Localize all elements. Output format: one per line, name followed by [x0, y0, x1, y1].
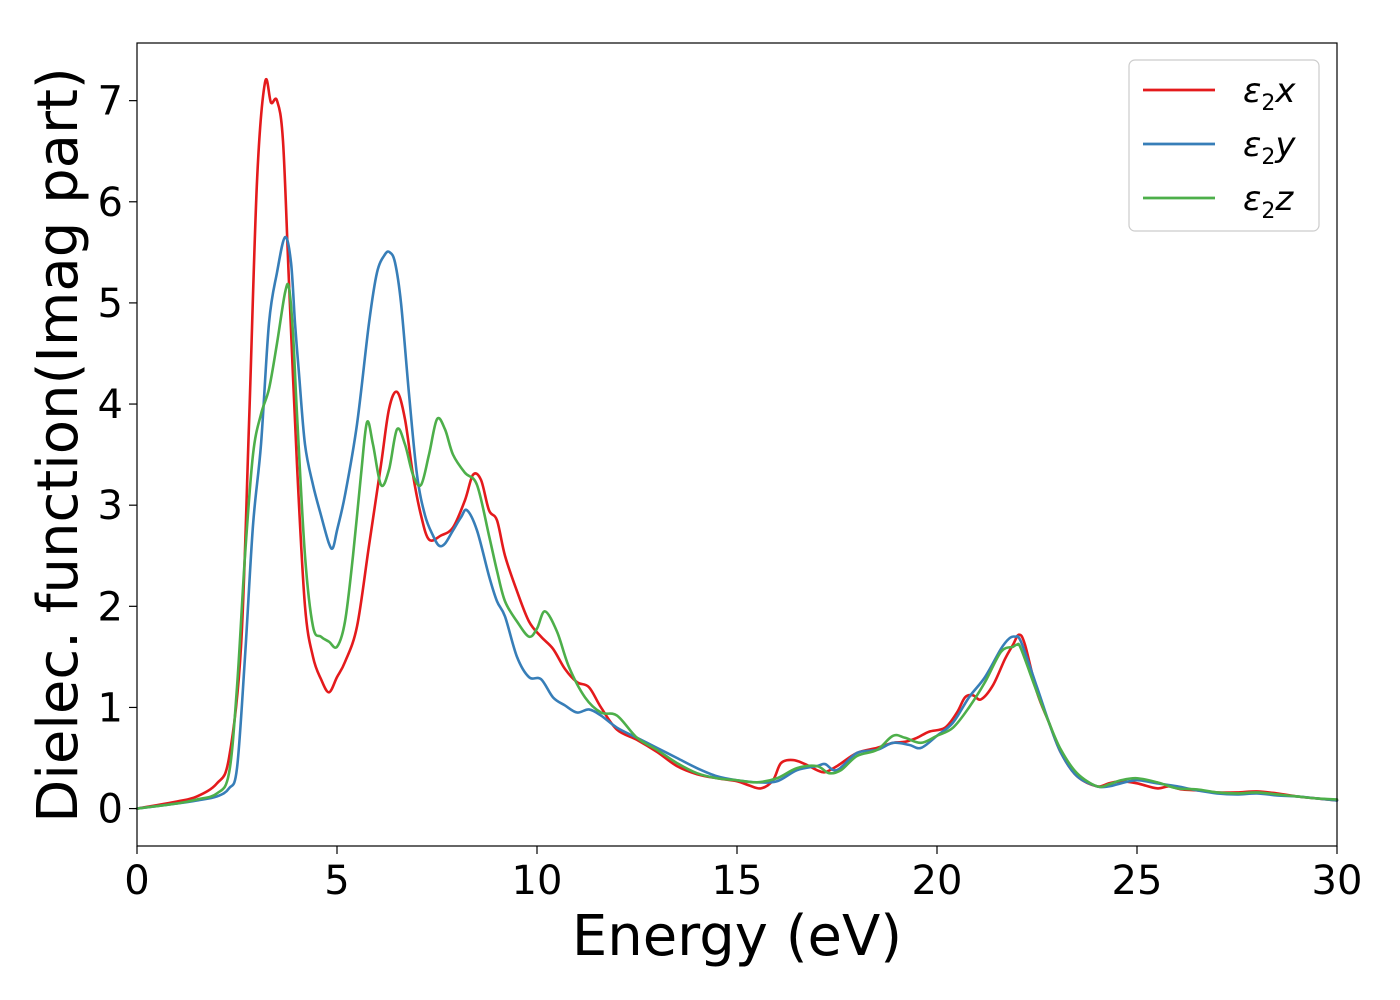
legend-label-z: ε2z — [1243, 179, 1294, 224]
y-tick-label: 3 — [98, 483, 123, 529]
x-tick-label: 20 — [912, 858, 963, 904]
y-tick-label: 6 — [98, 180, 123, 226]
series-layer — [135, 78, 1339, 810]
y-tick-label: 7 — [98, 79, 123, 125]
legend-box — [1128, 59, 1320, 232]
y-tick-label: 1 — [98, 685, 123, 731]
x-tick-label: 25 — [1112, 858, 1163, 904]
legend-entries: ε2x ε2y ε2z — [1143, 71, 1296, 224]
x-axis-label: Energy (eV) — [572, 904, 902, 969]
legend-label-y: ε2y — [1243, 125, 1296, 170]
legend-label-x: ε2x — [1243, 71, 1296, 116]
legend: ε2x ε2y ε2z — [1128, 59, 1320, 232]
y-tick-label: 5 — [98, 281, 123, 327]
y-tick-label: 4 — [98, 382, 123, 428]
y-axis-ticks: 0 1 2 3 4 5 6 7 — [98, 79, 137, 833]
x-tick-label: 30 — [1312, 858, 1363, 904]
series-line-z — [135, 282, 1339, 810]
x-tick-label: 10 — [512, 858, 563, 904]
x-axis-ticks: 0 5 10 15 20 25 30 — [124, 846, 1362, 904]
y-tick-label: 0 — [98, 787, 123, 833]
y-axis-label: Dielec. function(Imag part) — [26, 67, 91, 823]
x-tick-label: 0 — [124, 858, 149, 904]
x-tick-label: 5 — [324, 858, 349, 904]
y-tick-label: 2 — [98, 584, 123, 630]
x-tick-label: 15 — [712, 858, 763, 904]
